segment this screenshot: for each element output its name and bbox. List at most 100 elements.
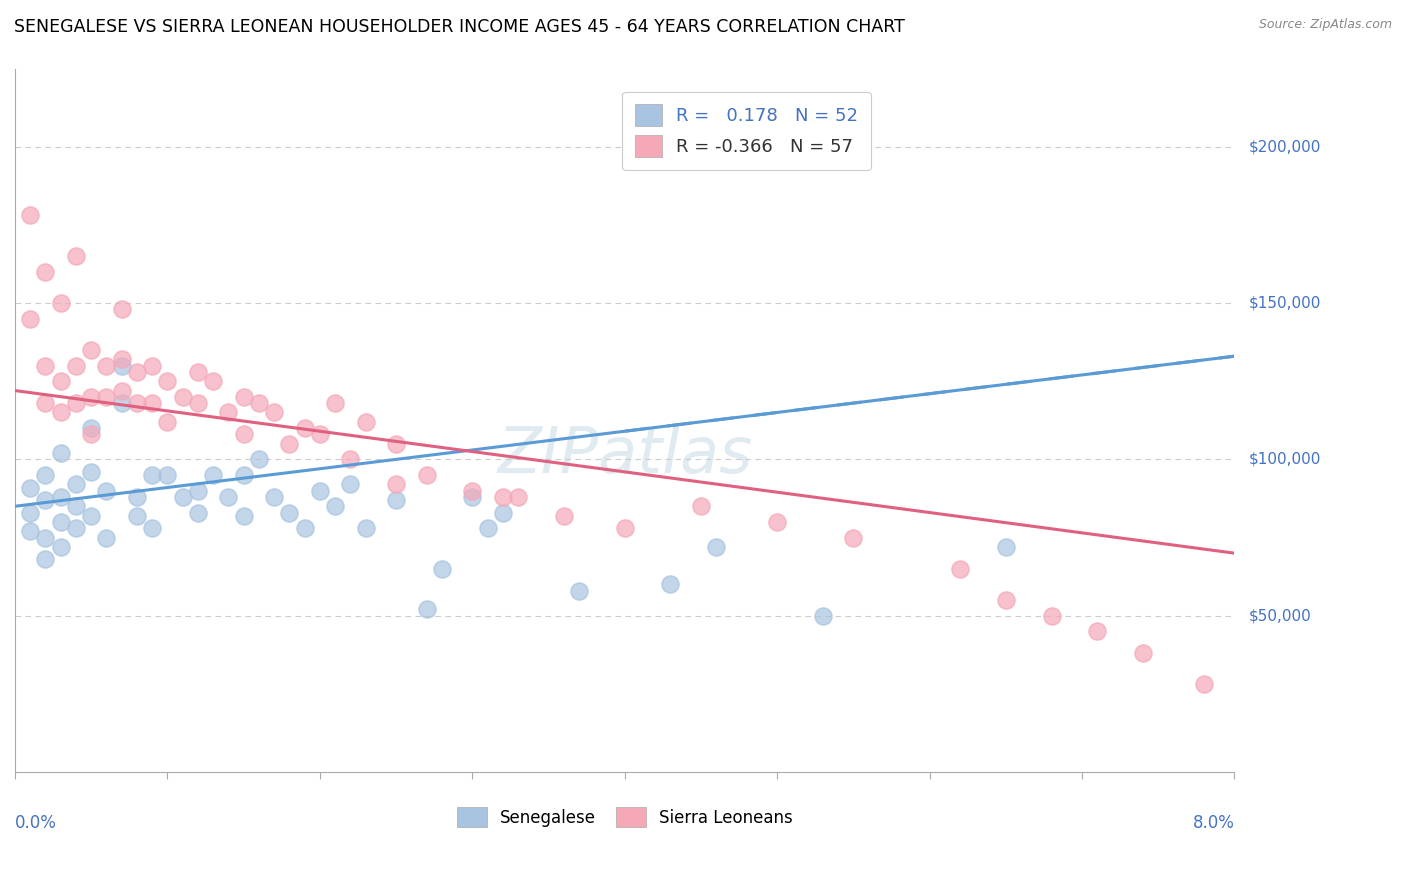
Point [568, 583, 591, 598]
Text: ZIPatlas: ZIPatlas [498, 425, 752, 486]
Point [20, 524, 42, 539]
Point [187, 483, 209, 498]
Point [994, 593, 1017, 607]
Point [111, 352, 134, 367]
Point [461, 483, 484, 498]
Point [20, 481, 42, 495]
Point [354, 415, 377, 429]
Point [339, 477, 361, 491]
Point [34, 531, 56, 545]
Point [994, 540, 1017, 554]
Text: 0.0%: 0.0% [15, 814, 56, 832]
Point [96, 531, 118, 545]
Text: 8.0%: 8.0% [1192, 814, 1234, 832]
Point [111, 384, 134, 398]
Point [80, 465, 103, 479]
Point [141, 359, 163, 373]
Point [339, 452, 361, 467]
Point [506, 490, 529, 504]
Point [477, 521, 499, 535]
Point [80, 343, 103, 357]
Point [49, 405, 72, 419]
Point [65, 477, 87, 491]
Point [217, 490, 239, 504]
Text: $200,000: $200,000 [1249, 139, 1320, 154]
Text: $150,000: $150,000 [1249, 295, 1320, 310]
Point [156, 468, 179, 483]
Point [323, 500, 346, 514]
Point [96, 390, 118, 404]
Point [247, 452, 270, 467]
Point [1192, 677, 1215, 691]
Point [415, 468, 437, 483]
Point [278, 436, 301, 450]
Point [80, 390, 103, 404]
Point [430, 562, 453, 576]
Point [1132, 646, 1154, 660]
Point [141, 468, 163, 483]
Point [385, 436, 408, 450]
Point [385, 493, 408, 508]
Point [263, 490, 285, 504]
Point [202, 374, 225, 388]
Point [232, 508, 254, 523]
Text: $50,000: $50,000 [1249, 608, 1310, 624]
Point [111, 359, 134, 373]
Point [34, 493, 56, 508]
Point [949, 562, 972, 576]
Point [65, 396, 87, 410]
Point [34, 552, 56, 566]
Point [217, 405, 239, 419]
Point [49, 446, 72, 460]
Point [111, 396, 134, 410]
Point [232, 468, 254, 483]
Point [308, 427, 330, 442]
Point [263, 405, 285, 419]
Point [65, 500, 87, 514]
Point [202, 468, 225, 483]
Point [842, 531, 865, 545]
Point [125, 365, 148, 379]
Point [704, 540, 727, 554]
Point [34, 265, 56, 279]
Point [49, 540, 72, 554]
Point [172, 390, 194, 404]
Point [247, 396, 270, 410]
Point [492, 506, 515, 520]
Point [49, 296, 72, 310]
Point [80, 427, 103, 442]
Point [323, 396, 346, 410]
Point [34, 468, 56, 483]
Point [354, 521, 377, 535]
Point [34, 359, 56, 373]
Text: SENEGALESE VS SIERRA LEONEAN HOUSEHOLDER INCOME AGES 45 - 64 YEARS CORRELATION C: SENEGALESE VS SIERRA LEONEAN HOUSEHOLDER… [14, 18, 905, 36]
Point [415, 602, 437, 616]
Point [187, 365, 209, 379]
Point [811, 608, 834, 623]
Point [20, 506, 42, 520]
Point [187, 506, 209, 520]
Point [232, 427, 254, 442]
Point [65, 521, 87, 535]
Point [156, 374, 179, 388]
Point [125, 508, 148, 523]
Point [461, 490, 484, 504]
Point [111, 302, 134, 317]
Point [125, 490, 148, 504]
Point [690, 500, 713, 514]
Point [34, 396, 56, 410]
Point [80, 421, 103, 435]
Point [613, 521, 636, 535]
Point [65, 249, 87, 263]
Point [156, 415, 179, 429]
Point [553, 508, 575, 523]
Point [659, 577, 682, 591]
Point [20, 311, 42, 326]
Point [308, 483, 330, 498]
Point [278, 506, 301, 520]
Point [294, 521, 316, 535]
Point [96, 483, 118, 498]
Point [49, 374, 72, 388]
Point [492, 490, 515, 504]
Text: $100,000: $100,000 [1249, 452, 1320, 467]
